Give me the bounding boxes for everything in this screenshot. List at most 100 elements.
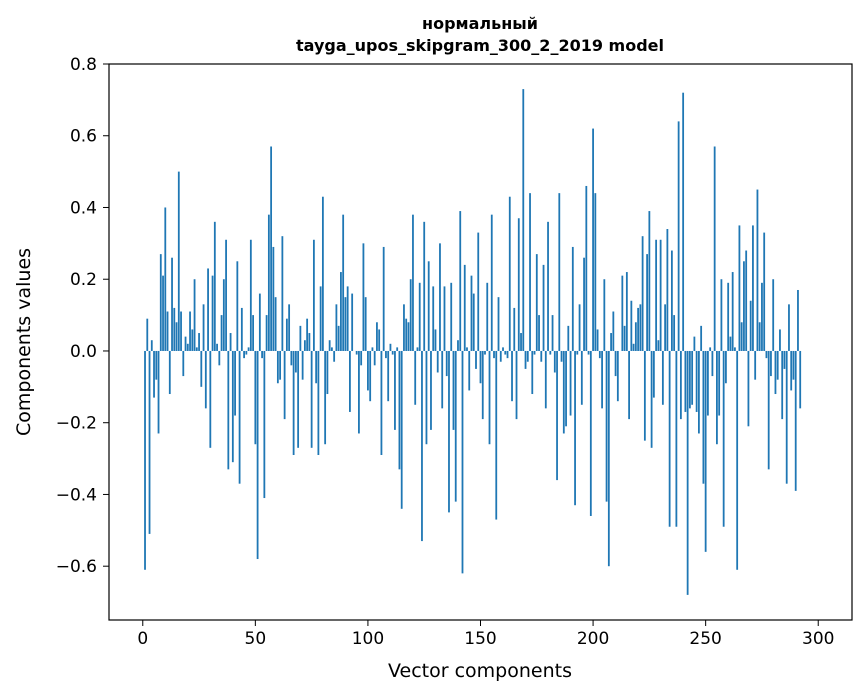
bar: [378, 329, 381, 351]
bar: [432, 286, 435, 351]
bar: [335, 304, 338, 351]
bar: [565, 350, 567, 427]
bar: [418, 282, 421, 351]
bar: [625, 272, 628, 351]
bar: [486, 282, 489, 351]
bar: [607, 350, 610, 567]
bar: [639, 304, 642, 351]
bar: [648, 211, 651, 351]
bar: [261, 350, 263, 359]
bar: [790, 350, 793, 391]
bar: [216, 343, 218, 351]
bar: [362, 243, 365, 351]
bar: [162, 275, 164, 351]
bar: [430, 350, 432, 430]
bar: [686, 350, 689, 595]
bar: [632, 343, 635, 351]
bar: [148, 350, 151, 534]
bar: [695, 350, 698, 412]
bar: [578, 304, 581, 351]
bar: [650, 350, 653, 448]
bar: [517, 218, 520, 351]
bar: [675, 350, 678, 527]
x-tick-label: 50: [245, 629, 267, 649]
bar: [513, 307, 516, 351]
bar: [202, 304, 205, 351]
bar: [459, 211, 462, 351]
x-tick-label: 200: [577, 629, 609, 649]
bar: [612, 311, 615, 351]
bar: [664, 304, 667, 351]
bar: [220, 315, 223, 351]
y-axis-label: Components values: [13, 248, 35, 436]
bar: [225, 239, 227, 351]
bar: [234, 350, 236, 416]
bar: [412, 214, 414, 351]
bar: [655, 239, 658, 351]
bar: [380, 350, 383, 455]
bar: [499, 350, 502, 362]
bar: [155, 350, 158, 380]
bar: [515, 350, 518, 420]
bar: [191, 329, 194, 351]
bar: [391, 350, 394, 355]
bar: [740, 322, 743, 351]
bar: [231, 350, 234, 463]
bar: [308, 333, 311, 351]
bar: [727, 282, 730, 351]
bar: [585, 185, 588, 351]
bar: [799, 350, 802, 409]
bar: [421, 350, 423, 542]
bar: [574, 350, 576, 506]
bar: [698, 350, 700, 434]
y-tick-label: −0.4: [56, 485, 97, 505]
bar: [324, 350, 327, 445]
bar: [285, 318, 288, 351]
bar: [506, 350, 509, 359]
bar: [749, 300, 752, 351]
bar: [279, 350, 282, 380]
bar: [610, 333, 612, 351]
bar: [594, 193, 597, 351]
bar: [488, 350, 491, 445]
bar: [238, 350, 241, 484]
bar: [407, 322, 410, 351]
y-tick-label: −0.2: [56, 414, 97, 434]
bars-group: [141, 89, 802, 595]
bar: [592, 128, 594, 351]
bar: [425, 350, 428, 445]
bar: [472, 293, 475, 351]
bar: [641, 236, 644, 351]
bar: [236, 261, 239, 351]
bar: [711, 350, 714, 377]
bar: [583, 257, 585, 351]
bar: [643, 350, 646, 441]
bar: [670, 250, 673, 351]
bar: [452, 350, 455, 430]
bar: [328, 340, 331, 351]
bar: [213, 221, 216, 351]
bar: [211, 275, 214, 351]
bar: [227, 350, 230, 470]
bar: [218, 350, 221, 366]
bar: [409, 279, 412, 351]
bar: [443, 286, 446, 351]
bar: [400, 350, 403, 509]
bar: [290, 350, 293, 366]
bar: [792, 350, 795, 380]
bar: [439, 243, 441, 351]
bar: [258, 293, 261, 351]
bar: [416, 347, 419, 351]
bar: [229, 333, 232, 351]
bar: [198, 333, 200, 351]
bar: [598, 350, 601, 359]
bar: [283, 350, 286, 420]
bar: [531, 350, 534, 395]
bar: [589, 350, 592, 516]
bar: [785, 350, 788, 484]
y-tick-label: 0.6: [70, 127, 97, 147]
bar: [423, 221, 426, 351]
bar: [477, 232, 480, 351]
